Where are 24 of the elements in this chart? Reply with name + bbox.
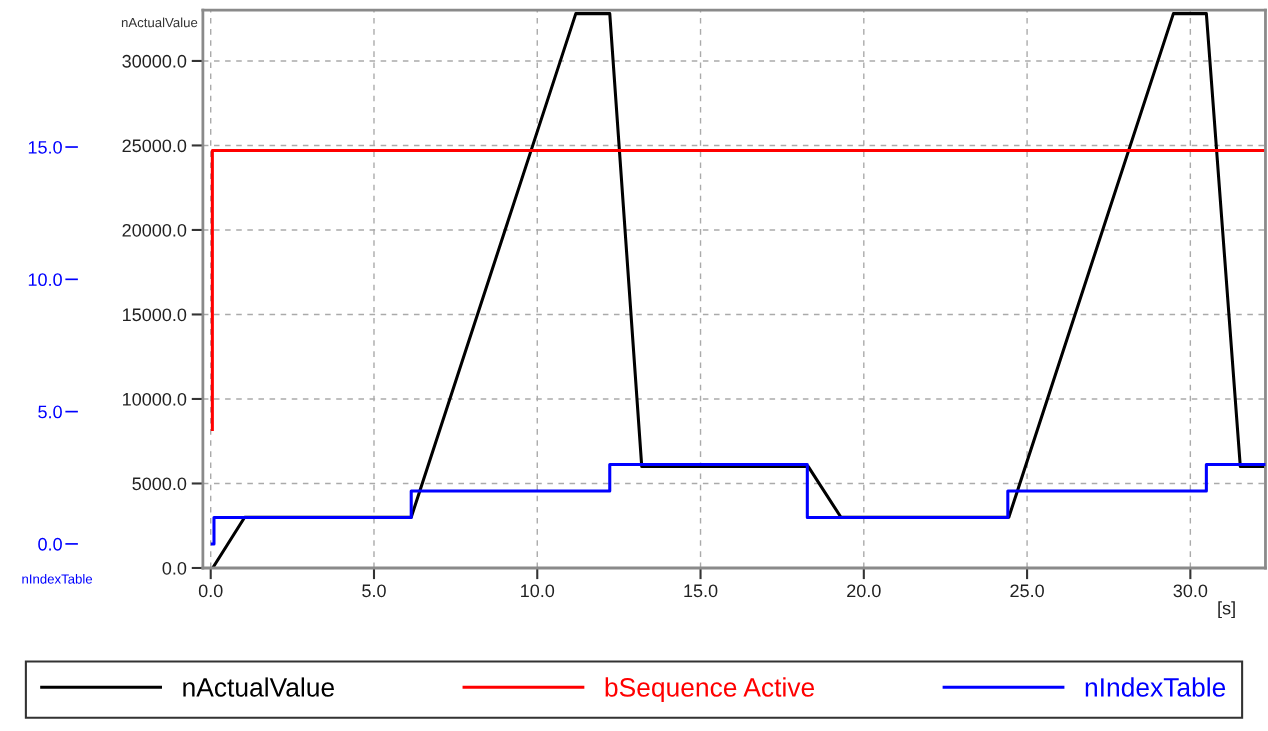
y2-axis-title: nIndexTable: [22, 574, 93, 584]
legend-label: nIndexTable: [1085, 677, 1226, 697]
y-tick-label: 10000.0: [123, 392, 187, 406]
y2-tick-label: 0.0: [38, 537, 62, 551]
y2-tick-label: 10.0: [28, 273, 62, 287]
x-tick-label: 5.0: [362, 584, 386, 598]
y2-tick-label: 15.0: [28, 140, 62, 154]
y-tick-label: 0.0: [162, 561, 187, 575]
x-tick-label: 10.0: [521, 584, 555, 598]
legend-label: nActualValue: [183, 677, 334, 697]
legend-label: bSequence Active: [605, 677, 815, 702]
y2-tick-label: 5.0: [38, 405, 62, 419]
y-tick-label: 25000.0: [122, 139, 187, 153]
y-tick-label: 15000.0: [123, 308, 187, 322]
y-tick-label: 5000.0: [132, 477, 187, 491]
y-tick-label: 30000.0: [122, 54, 187, 68]
x-tick-label: 0.0: [198, 584, 223, 598]
x-tick-label: 30.0: [1173, 584, 1208, 598]
x-tick-label: 20.0: [847, 584, 881, 598]
y-axis-title: nActualValue: [121, 17, 198, 28]
x-axis-title: [s]: [1218, 601, 1235, 619]
x-tick-label: 25.0: [1010, 584, 1044, 598]
x-tick-label: 15.0: [684, 584, 718, 598]
y-tick-label: 20000.0: [122, 223, 187, 237]
